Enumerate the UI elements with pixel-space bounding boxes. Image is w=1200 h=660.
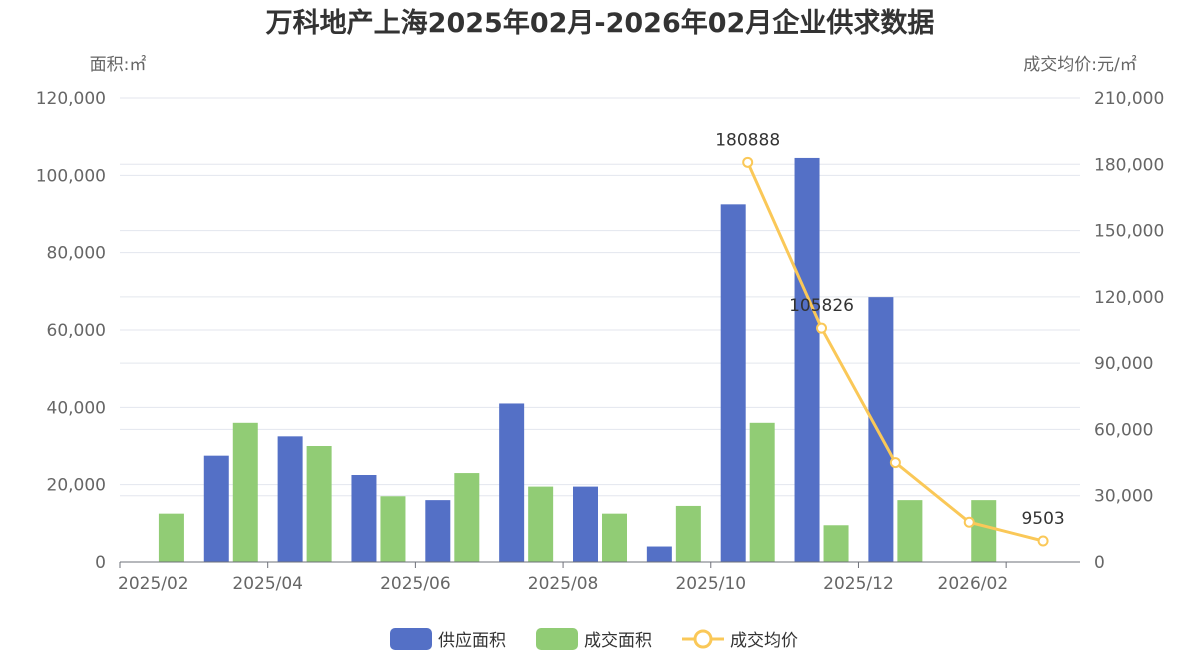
bar-deal-area bbox=[454, 473, 480, 562]
bar-supply-area bbox=[351, 475, 377, 562]
bar-deal-area bbox=[675, 505, 701, 562]
bars bbox=[158, 157, 997, 563]
bar-supply-area bbox=[425, 500, 451, 562]
price-line-point bbox=[963, 516, 975, 528]
bar-deal-area bbox=[749, 422, 775, 562]
price-data-label: 9503 bbox=[1021, 509, 1064, 529]
price-line-point bbox=[816, 322, 828, 334]
right-axis-tick-label: 150,000 bbox=[1094, 222, 1164, 242]
legend-item-deal-area[interactable]: 成交面积 bbox=[536, 628, 652, 651]
bar-supply-area bbox=[499, 403, 525, 562]
price-data-label: 105826 bbox=[789, 296, 854, 316]
bar-deal-area bbox=[306, 446, 332, 562]
left-axis-tick-label: 20,000 bbox=[47, 476, 106, 496]
right-axis-tick-label: 0 bbox=[1094, 553, 1105, 573]
legend-swatch-supply bbox=[390, 628, 432, 650]
legend-swatch-avg-price-marker bbox=[693, 629, 713, 649]
chart-title: 万科地产上海2025年02月-2026年02月企业供求数据 bbox=[266, 7, 935, 39]
right-axis-tick-label: 60,000 bbox=[1094, 420, 1153, 440]
bar-supply-area bbox=[573, 486, 598, 562]
bar-deal-area bbox=[971, 500, 997, 562]
left-axis-tick-label: 60,000 bbox=[47, 321, 106, 341]
bar-deal-area bbox=[380, 496, 406, 562]
x-axis-tick-label: 2025/06 bbox=[380, 574, 451, 594]
bar-supply-area bbox=[277, 436, 303, 562]
right-axis-tick-label: 30,000 bbox=[1094, 487, 1153, 507]
left-axis-tick-label: 0 bbox=[95, 553, 106, 573]
bar-supply-area bbox=[794, 157, 820, 562]
bar-deal-area bbox=[823, 525, 849, 562]
bar-deal-area bbox=[528, 486, 554, 562]
legend-item-supply[interactable]: 供应面积 bbox=[390, 628, 506, 651]
legend-label-supply: 供应面积 bbox=[438, 631, 506, 651]
bar-deal-area bbox=[897, 500, 923, 562]
price-line-point bbox=[889, 457, 901, 469]
x-axis-tick-label: 2025/10 bbox=[675, 574, 746, 594]
legend-label-avg-price: 成交均价 bbox=[730, 631, 798, 651]
grid-lines bbox=[120, 97, 1080, 497]
left-axis-name: 面积:㎡ bbox=[90, 55, 147, 75]
left-axis-tick-label: 100,000 bbox=[36, 166, 106, 186]
price-data-label: 180888 bbox=[715, 130, 780, 150]
left-axis-tick-label: 40,000 bbox=[47, 398, 106, 418]
legend-item-avg-price[interactable]: 成交均价 bbox=[682, 629, 798, 651]
left-axis-tick-label: 120,000 bbox=[36, 89, 106, 109]
axes: 0 20,000 40,000 60,000 80,000 100,000 120,000 0… bbox=[36, 89, 1165, 594]
x-axis-tick-label: 2025/04 bbox=[232, 574, 303, 594]
bar-deal-area bbox=[232, 422, 258, 562]
x-axis-tick-label: 2026/02 bbox=[938, 574, 1009, 594]
right-axis-tick-label: 120,000 bbox=[1094, 288, 1164, 308]
x-axis-tick-label: 2025/08 bbox=[528, 574, 599, 594]
bar-deal-area bbox=[158, 513, 184, 562]
right-axis-tick-label: 90,000 bbox=[1094, 354, 1153, 374]
left-axis-tick-label: 80,000 bbox=[47, 244, 106, 264]
right-axis-tick-label: 210,000 bbox=[1094, 89, 1164, 109]
price-line-point bbox=[1037, 535, 1049, 547]
legend-label-deal-area: 成交面积 bbox=[584, 631, 652, 651]
bar-supply-area bbox=[868, 297, 894, 562]
right-axis-name: 成交均价:元/㎡ bbox=[1023, 55, 1136, 75]
legend[interactable]: 供应面积 成交面积 成交均价 bbox=[390, 628, 798, 651]
price-line-point bbox=[742, 156, 754, 168]
bar-supply-area bbox=[720, 204, 746, 563]
price-line: 180888 105826 9503 bbox=[715, 130, 1065, 547]
x-axis-tick-label: 2025/12 bbox=[823, 574, 894, 594]
right-axis-tick-label: 180,000 bbox=[1094, 155, 1164, 175]
bar-supply-area bbox=[203, 455, 229, 562]
legend-swatch-deal-area bbox=[536, 628, 578, 650]
bar-supply-area bbox=[646, 546, 672, 562]
bar-deal-area bbox=[602, 513, 627, 562]
x-axis-tick-label: 2025/02 bbox=[118, 574, 189, 594]
